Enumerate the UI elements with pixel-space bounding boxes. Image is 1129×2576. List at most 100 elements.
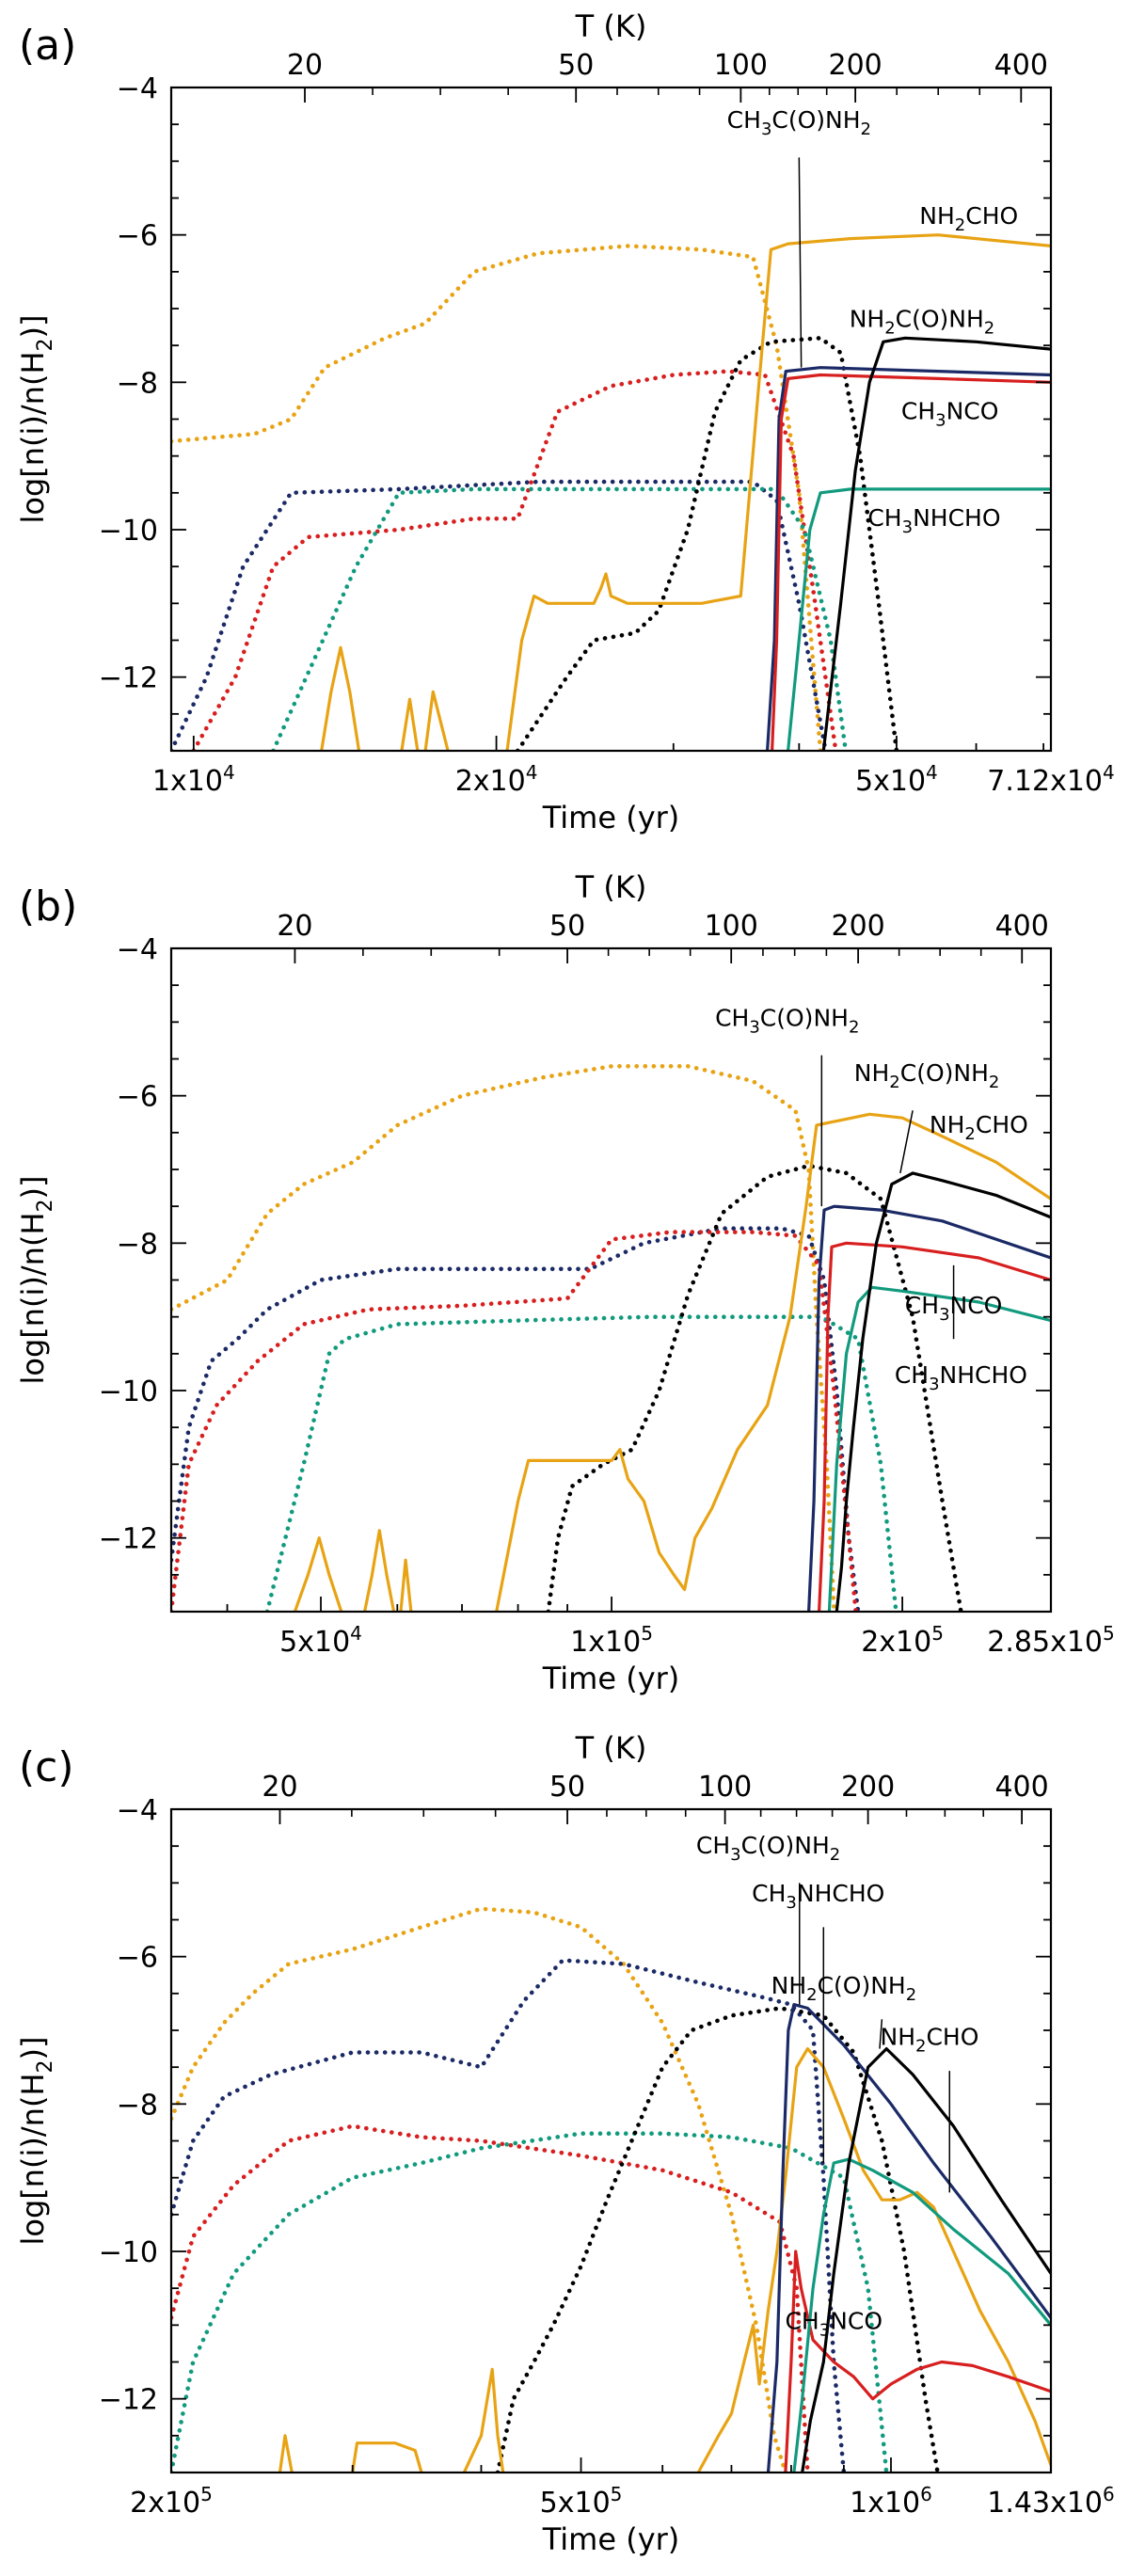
y-axis-title: log[n(i)/n(H2)]	[15, 315, 57, 524]
series-line-red-solid	[784, 2250, 1051, 2473]
x2-tick-label: 400	[994, 49, 1048, 82]
x2-tick-label: 200	[841, 1771, 895, 1804]
annotation-ann5: CH3NCO	[785, 2307, 883, 2340]
annotation-ann4: CH3NCO	[901, 398, 999, 431]
y-tick-label: −10	[99, 515, 158, 548]
y-tick-label: −8	[117, 367, 158, 400]
series-group	[171, 233, 1051, 751]
annotation-ann4: CH3NCO	[905, 1292, 1003, 1325]
x2-tick-label: 200	[831, 910, 884, 943]
series-line-orange-dotted	[171, 244, 823, 751]
x-tick-label: 1x104	[152, 761, 235, 798]
y-tick-label: −6	[117, 1081, 158, 1114]
x2-axis-title: T (K)	[575, 1730, 647, 1766]
x2-axis-title: T (K)	[575, 8, 647, 44]
x-tick-label: 5x104	[855, 761, 938, 798]
annotation-ann2: CH3NHCHO	[752, 1880, 884, 1913]
y-tick-label: −10	[99, 2236, 158, 2269]
annotation-ann5: CH3NHCHO	[867, 504, 1000, 537]
annotation-ann2: NH2C(O)NH2	[854, 1059, 1000, 1092]
series-line-black-dotted	[495, 2006, 940, 2473]
series-line-black-solid	[835, 1171, 1051, 1612]
y-tick-label: −8	[117, 2089, 158, 2122]
x2-tick-label: 50	[558, 49, 594, 82]
series-line-orange-dotted	[171, 1064, 836, 1612]
y-tick-label: −12	[99, 2384, 158, 2417]
x2-tick-label: 100	[698, 1771, 752, 1804]
annotation-ann1: CH3C(O)NH2	[715, 1004, 859, 1037]
panel-label: (a)	[19, 22, 76, 70]
annotation-ann4: NH2CHO	[881, 2024, 979, 2057]
series-line-black-dotted	[515, 336, 899, 751]
series-line-teal-solid	[827, 1285, 1051, 1612]
x-tick-label: 1.43x106	[987, 2483, 1114, 2520]
x2-tick-label: 50	[549, 910, 585, 943]
x2-tick-label: 20	[277, 910, 312, 943]
series-line-navy-dotted	[171, 1958, 847, 2473]
x2-tick-label: 20	[287, 49, 323, 82]
x-tick-label: 2x105	[861, 1622, 944, 1659]
series-line-teal-solid	[787, 487, 1051, 751]
x-tick-label: 7.12x104	[987, 761, 1114, 798]
annotation-ann2: NH2CHO	[919, 202, 1018, 235]
series-group	[171, 1064, 1051, 1612]
x-tick-label: 2x105	[130, 2483, 213, 2520]
panel-b: −4 −6 −8 −10 −12 5x104 1x105 2x105 2.85x105 20 50 1…	[15, 869, 1115, 1696]
x2-tick-label: 50	[549, 1771, 585, 1804]
series-line-teal-dotted	[171, 2131, 889, 2473]
y-tick-label: −12	[99, 1523, 158, 1556]
series-line-navy-dotted	[171, 479, 828, 751]
y-tick-label: −8	[117, 1228, 158, 1261]
x-axis-title: Time (yr)	[542, 800, 680, 835]
series-line-orange-solid	[293, 1112, 1051, 1612]
y-tick-label: −12	[99, 662, 158, 695]
series-line-teal-dotted	[271, 486, 849, 751]
x2-axis-title: T (K)	[575, 869, 647, 905]
annotation-ann1: CH3C(O)NH2	[727, 106, 871, 139]
x-tick-label: 5x104	[279, 1622, 362, 1659]
series-line-red-dotted	[171, 2123, 810, 2473]
y-tick-label: −6	[117, 1942, 158, 1975]
x-tick-label: 5x105	[540, 2483, 623, 2520]
series-line-black-solid	[821, 336, 1051, 751]
x2-tick-label: 400	[994, 1771, 1048, 1804]
series-line-red-solid	[771, 373, 1051, 751]
series-group	[171, 1906, 1051, 2473]
x-tick-label: 1x105	[570, 1622, 653, 1659]
x2-tick-label: 200	[829, 49, 883, 82]
panel-a: −4 −6 −8 −10 −12 1x104 2x104 5x104 7.12x104 20 50 1…	[15, 8, 1115, 835]
y-tick-label: −4	[117, 933, 158, 966]
panel-c: −4 −6 −8 −10 −12 2x105 5x105 1x106 1.43x106 20 50 1…	[15, 1730, 1115, 2557]
panel-label: (b)	[19, 883, 77, 930]
x-tick-label: 1x106	[850, 2483, 932, 2520]
series-line-orange-dotted	[171, 1906, 788, 2473]
x2-tick-label: 20	[262, 1771, 297, 1804]
series-line-navy-solid	[766, 366, 1051, 751]
series-line-navy-solid	[807, 1204, 1051, 1612]
x2-tick-label: 400	[995, 910, 1049, 943]
series-line-red-solid	[818, 1241, 1051, 1612]
series-line-navy-dotted	[171, 1226, 861, 1612]
y-tick-label: −4	[117, 72, 158, 105]
x-axis-title: Time (yr)	[542, 1661, 680, 1696]
plot-frame	[169, 946, 1053, 1614]
series-line-orange-solid	[278, 2047, 1051, 2473]
annotation-ann3: NH2C(O)NH2	[850, 306, 995, 339]
x-tick-label: 2x104	[455, 761, 538, 798]
x-axis-title: Time (yr)	[542, 2521, 680, 2557]
annotation-ann5: CH3NHCHO	[895, 1361, 1027, 1394]
x2-tick-label: 100	[705, 910, 758, 943]
y-tick-label: −10	[99, 1375, 158, 1408]
annotation-leader	[879, 2019, 883, 2049]
annotation-leader	[798, 157, 803, 368]
y-axis-title: log[n(i)/n(H2)]	[15, 2037, 57, 2246]
y-axis-title: log[n(i)/n(H2)]	[15, 1176, 57, 1385]
annotation-ann3: NH2C(O)NH2	[771, 1972, 917, 2005]
series-line-teal-dotted	[264, 1314, 898, 1612]
series-line-red-dotted	[171, 1230, 858, 1612]
annotation-ann3: NH2CHO	[930, 1111, 1028, 1144]
series-line-black-solid	[801, 2047, 1051, 2473]
y-tick-label: −4	[117, 1794, 158, 1827]
series-line-navy-solid	[766, 2003, 1051, 2473]
